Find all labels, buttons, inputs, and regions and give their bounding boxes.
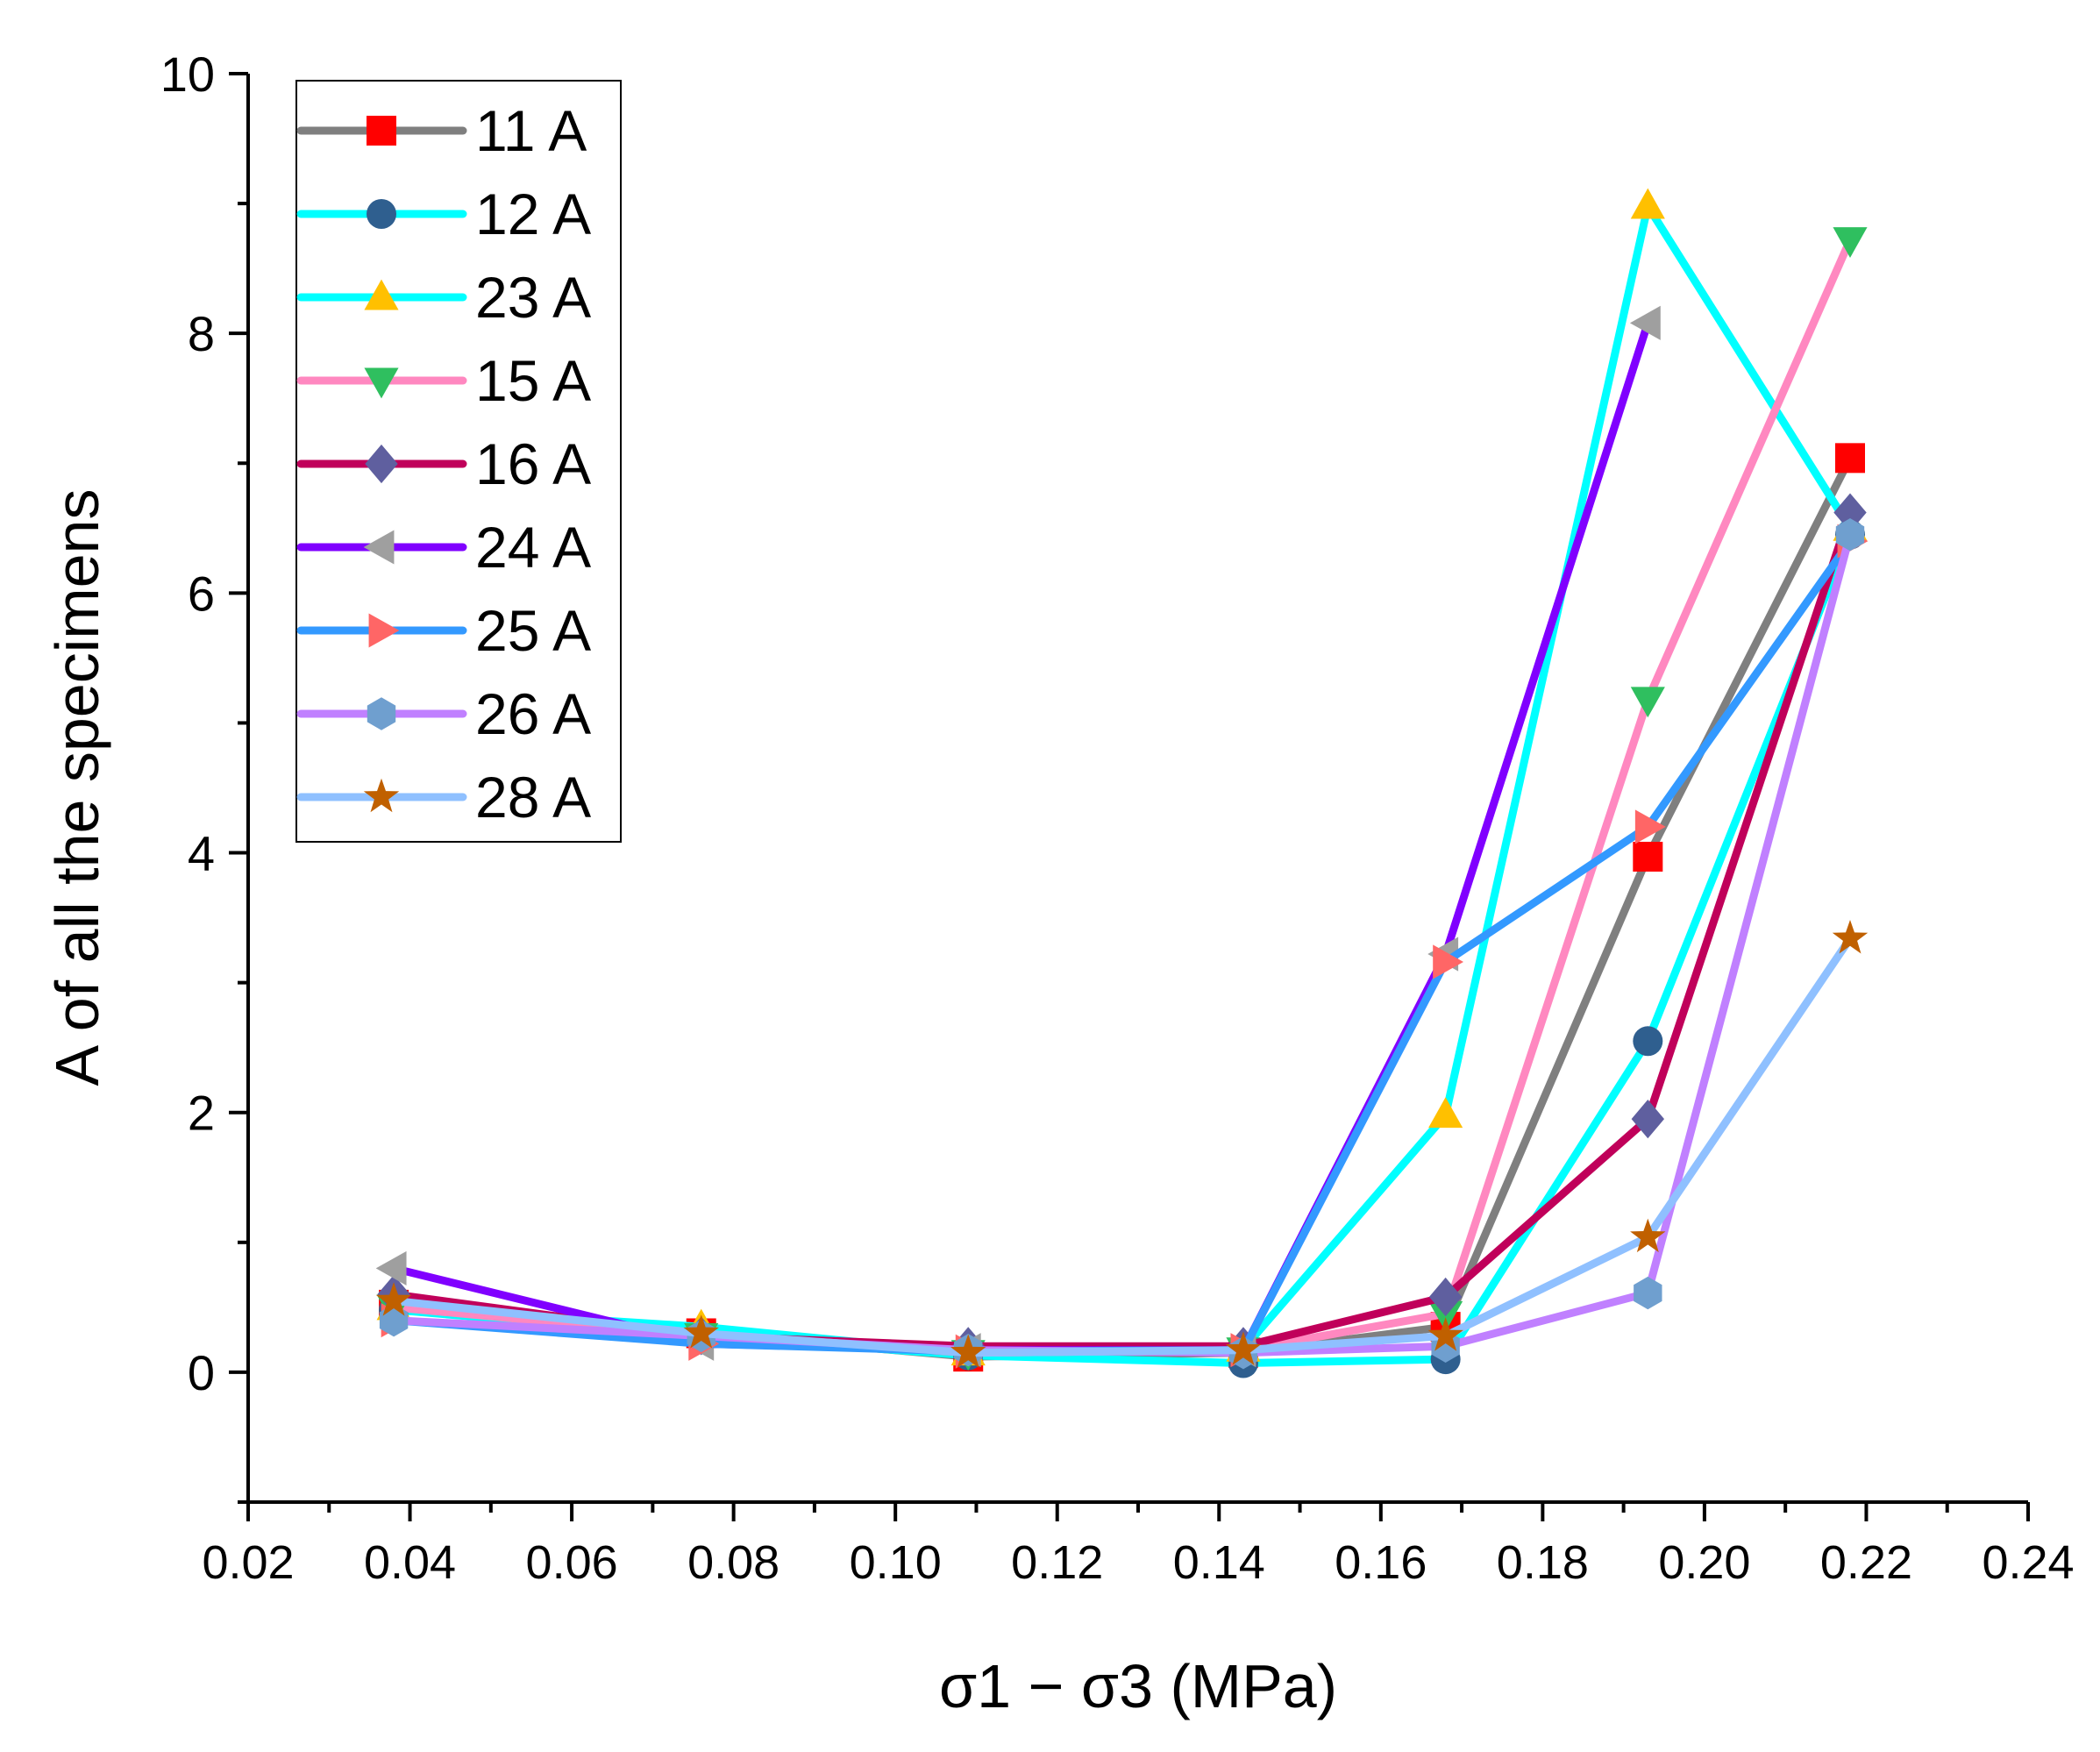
- legend-swatch-marker: [363, 778, 400, 813]
- legend-entry: 12 A: [296, 182, 591, 246]
- y-tick-label: 0: [188, 1345, 215, 1400]
- legend-entry: 23 A: [296, 265, 591, 330]
- data-point: [1835, 443, 1865, 474]
- legend-entry: 11 A: [296, 98, 587, 163]
- legend-swatch-marker: [368, 613, 400, 648]
- legend-entry: 28 A: [296, 765, 591, 830]
- data-point: [1633, 841, 1663, 872]
- legend-swatch-marker: [363, 530, 395, 565]
- y-axis-label: A of all the specimens: [43, 489, 111, 1086]
- x-tick-label: 0.14: [1173, 1536, 1265, 1589]
- y-tick-label: 4: [188, 826, 215, 881]
- legend-label: 11 A: [475, 98, 587, 163]
- axes-layer: 0.02 0.04 0.06 0.08 0.10 0.12 0.14 0.16 0.18 0.20…: [160, 46, 2075, 1589]
- x-tick-label: 0.12: [1011, 1536, 1103, 1589]
- x-tick-label: 0.04: [364, 1536, 456, 1589]
- legend-label: 24 A: [475, 515, 591, 580]
- data-point: [1428, 1277, 1463, 1317]
- legend-swatch-marker: [364, 279, 399, 310]
- data-point: [1832, 920, 1869, 954]
- legend-entry: 26 A: [296, 681, 591, 746]
- data-point: [1631, 1100, 1665, 1139]
- data-point: [375, 1282, 412, 1316]
- data-point: [1634, 1276, 1662, 1310]
- x-tick-label: 0.24: [1982, 1536, 2074, 1589]
- y-tick-label: 2: [188, 1086, 215, 1141]
- legend-label: 15 A: [475, 348, 591, 413]
- legend-label: 12 A: [475, 182, 591, 246]
- legend-swatch-marker: [364, 367, 399, 399]
- data-point: [683, 1314, 719, 1349]
- y-tick-label: 6: [188, 566, 215, 621]
- data-point: [1630, 1218, 1666, 1253]
- data-point: [1433, 944, 1464, 979]
- data-point: [1225, 1331, 1262, 1365]
- legend-swatch-marker: [367, 697, 396, 730]
- series-layer: [375, 188, 1869, 1378]
- data-point: [1833, 493, 1867, 532]
- legend-entry: 15 A: [296, 348, 591, 413]
- legend-label: 23 A: [475, 265, 591, 330]
- x-axis-label: σ1 − σ3 (MPa): [939, 1652, 1337, 1720]
- legend-label: 25 A: [475, 598, 591, 663]
- legend-swatch-marker: [367, 116, 396, 146]
- x-tick-label: 0.22: [1820, 1536, 1912, 1589]
- data-point: [1427, 1317, 1463, 1351]
- x-tick-label: 0.10: [850, 1536, 942, 1589]
- x-tick-label: 0.16: [1335, 1536, 1427, 1589]
- x-ticks: 0.02 0.04 0.06 0.08 0.10 0.12 0.14 0.16 0.18 0.20…: [202, 1502, 2075, 1589]
- data-point: [1833, 227, 1868, 258]
- x-tick-label: 0.02: [202, 1536, 294, 1589]
- x-tick-label: 0.08: [687, 1536, 779, 1589]
- data-point: [1428, 1300, 1463, 1332]
- data-point: [1428, 1097, 1463, 1129]
- x-tick-label: 0.20: [1658, 1536, 1750, 1589]
- legend-entry: 25 A: [296, 598, 591, 663]
- data-point: [1630, 188, 1665, 219]
- legend-label: 26 A: [475, 681, 591, 746]
- data-point: [1633, 1026, 1663, 1057]
- legend-entry: 24 A: [296, 515, 591, 580]
- x-tick-label: 0.18: [1497, 1536, 1589, 1589]
- x-tick-label: 0.06: [526, 1536, 618, 1589]
- legend-entry: 16 A: [296, 431, 591, 496]
- data-point: [1634, 809, 1666, 844]
- data-point: [1835, 518, 1865, 552]
- data-point: [950, 1334, 986, 1368]
- series-28-a: [375, 920, 1869, 1368]
- y-tick-label: 8: [188, 306, 215, 361]
- legend-label: 28 A: [475, 765, 591, 830]
- data-point: [1629, 305, 1661, 340]
- legend-swatch-marker: [365, 444, 398, 484]
- data-point: [375, 1250, 407, 1286]
- y-tick-label: 10: [160, 46, 215, 102]
- data-point: [1630, 687, 1665, 718]
- legend: 11 A 12 A 23 A 15 A 16 A 24 A 25 A 26 A 28 A: [295, 80, 622, 843]
- legend-label: 16 A: [475, 431, 591, 496]
- y-ticks: 0 2 4 6 8 10: [160, 46, 248, 1504]
- legend-swatch-marker: [367, 199, 396, 229]
